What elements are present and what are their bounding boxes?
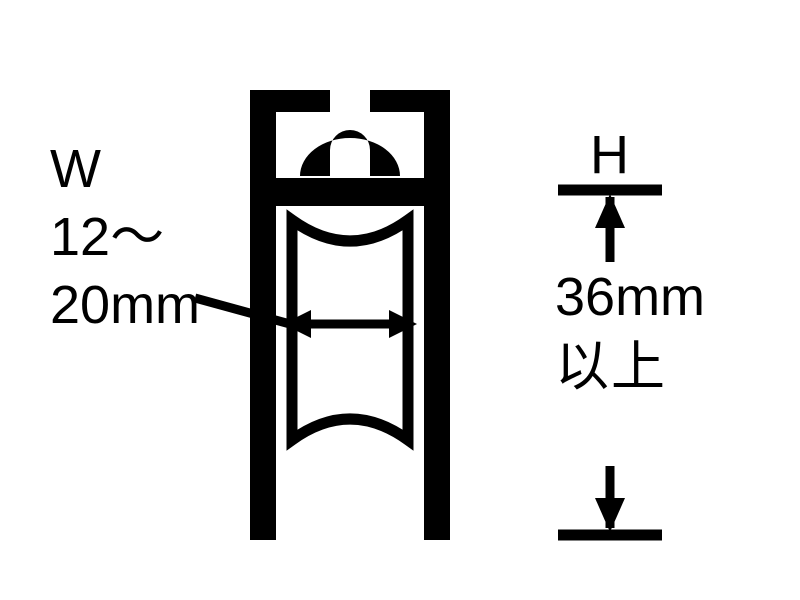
width-mm-label: 20mm xyxy=(50,270,200,340)
runner-clip xyxy=(300,130,400,176)
height-symbol-label: H xyxy=(590,120,629,190)
diagram-container: W 12～ 20mm H 36mm 以上 xyxy=(0,0,800,600)
right-rail xyxy=(424,90,450,540)
top-cap-right xyxy=(370,90,450,112)
height-suffix-label: 以上 xyxy=(555,332,667,402)
top-cap-left xyxy=(250,90,330,112)
height-value-label: 36mm xyxy=(555,262,705,332)
width-range-label: 12～ xyxy=(50,202,164,272)
width-symbol-label: W xyxy=(50,134,101,204)
shelf xyxy=(250,178,450,206)
